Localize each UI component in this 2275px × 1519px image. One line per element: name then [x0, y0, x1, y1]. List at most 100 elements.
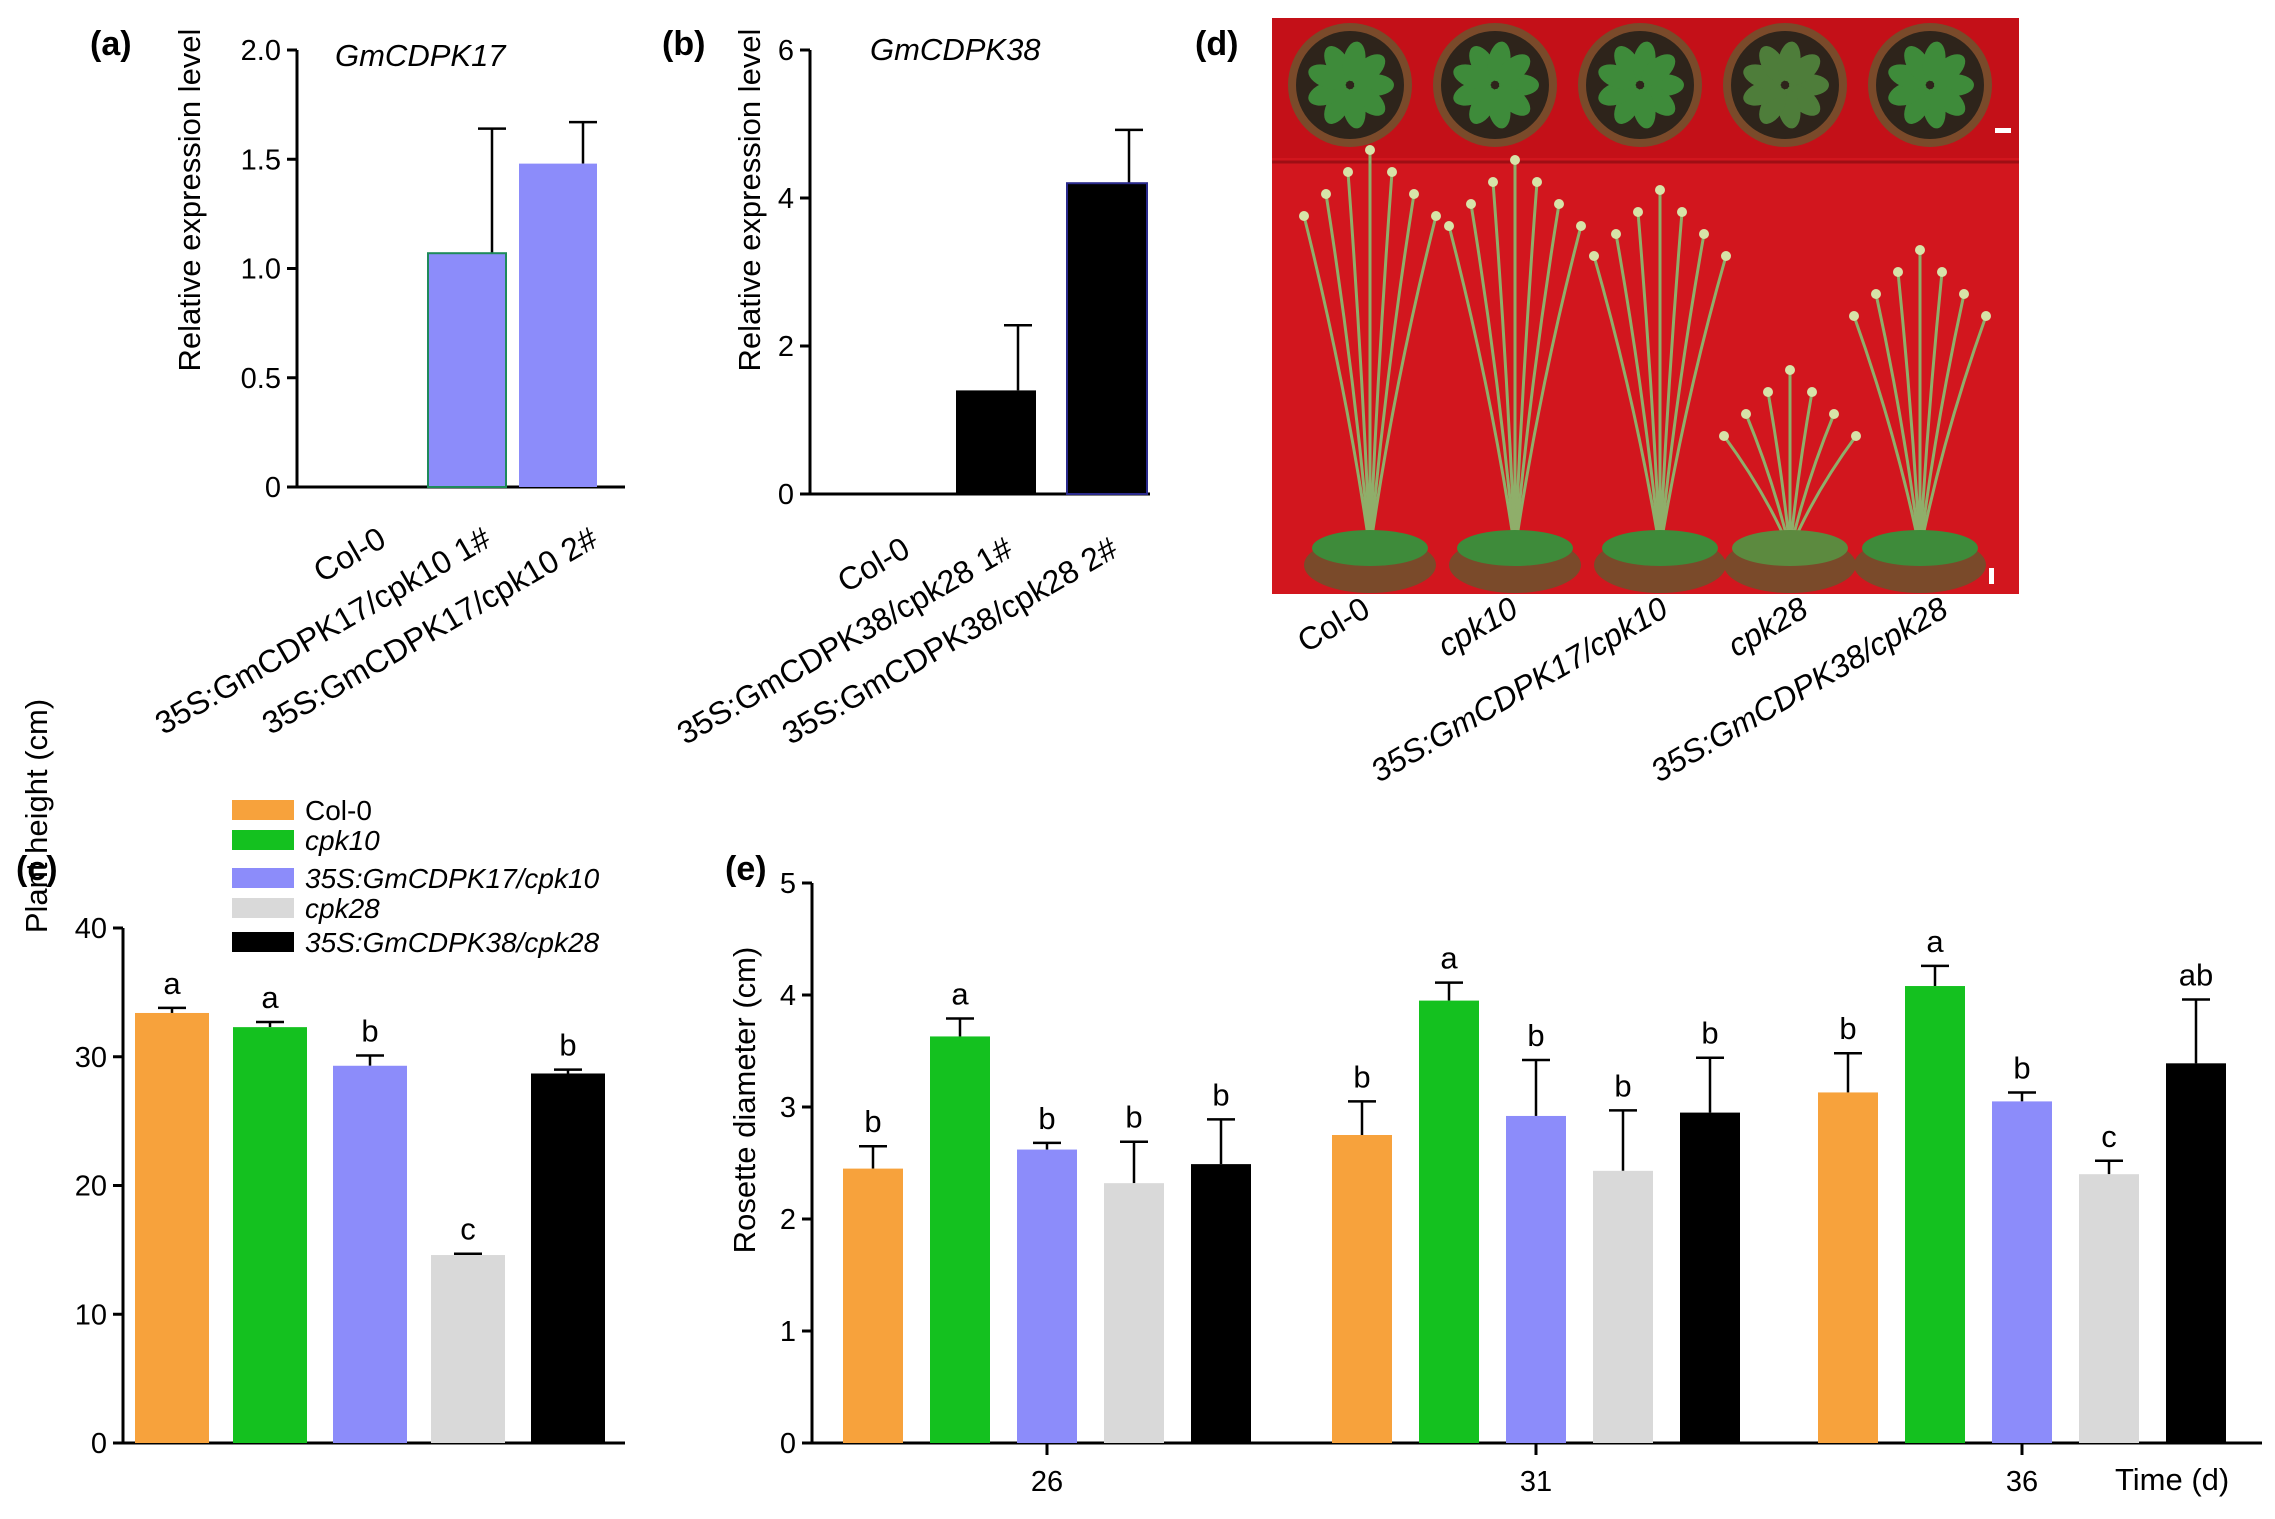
chart-e-ytick-label: 5 — [780, 868, 796, 900]
chart-e-bar — [2166, 1063, 2226, 1443]
flower-head — [1611, 229, 1621, 239]
chart-e-sig-letter: b — [1038, 1101, 1055, 1136]
chart-a-ylabel: Relative expression level — [172, 29, 207, 372]
chart-c-sig-letter: a — [163, 966, 181, 1001]
chart-c-sig-letter: b — [559, 1028, 576, 1063]
stem — [1852, 315, 1922, 551]
chart-c: 0 10 20 30 40 a a b c b — [75, 913, 625, 1460]
chart-a-ytick-label: 1.0 — [241, 254, 281, 286]
rosette-bottom — [1602, 530, 1718, 566]
chart-c-bar — [333, 1065, 407, 1443]
stem — [1874, 293, 1922, 551]
chart-e-sig-letter: b — [1527, 1018, 1544, 1053]
stem — [1636, 211, 1662, 551]
scale-bar-bottom — [1989, 568, 1994, 584]
chart-b-ylabel: Relative expression level — [732, 29, 767, 372]
flower-head — [1532, 177, 1542, 187]
chart-e-bar — [1905, 986, 1965, 1443]
chart-a-ytick-label: 0 — [265, 472, 281, 504]
stem — [1513, 225, 1583, 551]
panel-label-c: (c) — [16, 850, 58, 888]
chart-c-sig-letter: a — [261, 980, 279, 1015]
chart-e-bar — [930, 1036, 990, 1443]
stem — [1368, 193, 1416, 551]
chart-e-ytick-label: 4 — [780, 980, 796, 1012]
stem — [1918, 315, 1988, 551]
flower-head — [1893, 267, 1903, 277]
chart-c-bar — [431, 1255, 505, 1443]
chart-e-sig-letter: b — [2013, 1050, 2030, 1085]
scale-bar-top — [1995, 128, 2011, 133]
chart-e-sig-letter: a — [951, 977, 969, 1012]
chart-e-sig-letter: b — [1701, 1016, 1718, 1051]
stem — [1918, 293, 1966, 551]
chart-e-bar — [1332, 1135, 1392, 1443]
chart-e-bar — [2079, 1174, 2139, 1443]
flower-head — [1510, 155, 1520, 165]
chart-e-ylabel: Rosette diameter (cm) — [727, 947, 762, 1254]
chart-a: 0 0.5 1.0 1.5 2.0 — [241, 35, 625, 504]
chart-a-ytick-label: 2.0 — [241, 35, 281, 67]
flower-head — [1343, 167, 1353, 177]
chart-b-ytick-label: 4 — [778, 183, 794, 215]
chart-e-ytick-label: 3 — [780, 1092, 796, 1124]
panel-label-b: (b) — [662, 25, 705, 63]
flower-head — [1409, 189, 1419, 199]
flower-head — [1554, 199, 1564, 209]
chart-e-sig-letter: a — [1440, 941, 1458, 976]
chart-e-sig-letter: c — [2101, 1119, 2117, 1154]
chart-a-ytick-label: 1.5 — [241, 144, 281, 176]
leaf-top — [1641, 54, 1676, 85]
stem — [1368, 171, 1394, 551]
flower-head — [1785, 365, 1795, 375]
flower-head — [1959, 289, 1969, 299]
chart-e-sig-letter: b — [864, 1104, 881, 1139]
flower-head — [1871, 289, 1881, 299]
flower-head — [1851, 431, 1861, 441]
stem — [1469, 203, 1517, 551]
chart-c-ylabel: Plant height (cm) — [19, 699, 54, 933]
rosette-bottom — [1862, 530, 1978, 566]
legend: Col-0 cpk10 35S:GmCDPK17/cpk10 cpk28 35S… — [232, 795, 600, 958]
stem — [1658, 211, 1684, 551]
legend-label-cpk28: cpk28 — [305, 893, 380, 924]
panel-label-e: (e) — [725, 850, 767, 888]
leaf-top — [1496, 85, 1531, 116]
flower-head — [1849, 311, 1859, 321]
chart-c-sig-letter: b — [361, 1013, 378, 1048]
rosette-bottom — [1732, 530, 1848, 566]
chart-e-sig-letter: a — [1926, 924, 1944, 959]
legend-label-col0: Col-0 — [305, 795, 372, 826]
flower-head — [1981, 311, 1991, 321]
legend-label-oe38: 35S:GmCDPK38/cpk28 — [305, 927, 600, 958]
flowering-plants — [1299, 145, 1991, 593]
stem — [1513, 203, 1561, 551]
photo-label-cpk10: cpk10 — [1432, 590, 1524, 664]
flower-head — [1321, 189, 1331, 199]
chart-e-bar — [1680, 1112, 1740, 1443]
flower-head — [1387, 167, 1397, 177]
chart-e-sig-letter: ab — [2179, 957, 2213, 992]
leaf-top — [1931, 85, 1966, 116]
chart-e-sig-letter: b — [1614, 1068, 1631, 1103]
stem — [1513, 181, 1539, 551]
chart-e-ytick-label: 1 — [780, 1316, 796, 1348]
chart-e-sig-letter: b — [1839, 1011, 1856, 1046]
chart-e-ytick-label: 2 — [780, 1204, 796, 1236]
rosette-bottom — [1312, 530, 1428, 566]
stem — [1346, 171, 1372, 551]
stem — [1447, 225, 1517, 551]
photo-label-cpk28: cpk28 — [1722, 590, 1814, 664]
chart-c-sig-letter: c — [460, 1212, 476, 1247]
chart-e-sig-letter: b — [1212, 1077, 1229, 1112]
leaf-top — [1496, 54, 1531, 85]
flower-head — [1589, 251, 1599, 261]
chart-b-title: GmCDPK38 — [870, 32, 1041, 67]
chart-c-bar — [233, 1027, 307, 1443]
chart-a-ytick-label: 0.5 — [241, 363, 281, 395]
chart-c-ytick-label: 40 — [75, 913, 107, 945]
chart-b-bar — [1066, 182, 1148, 495]
flower-head — [1488, 177, 1498, 187]
chart-b-ytick-label: 2 — [778, 331, 794, 363]
